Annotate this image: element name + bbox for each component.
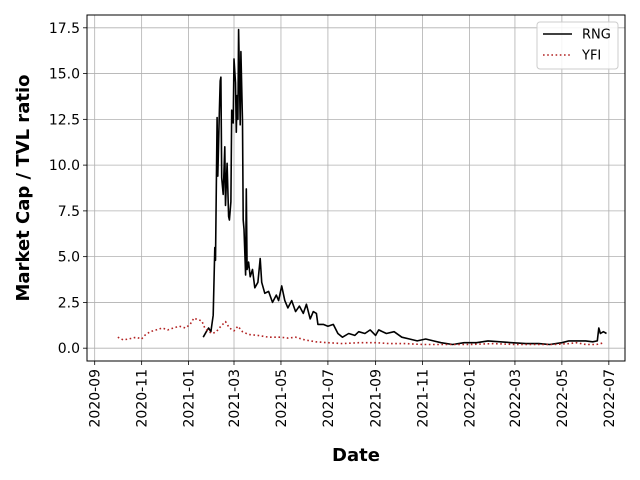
x-tick-label: 2022-05 [555, 369, 571, 428]
x-tick-label: 2021-05 [274, 369, 290, 428]
grid-lines [87, 15, 625, 361]
y-axis: 0.0 2.5 5.0 7.5 10.0 12.5 15.0 17.5 [49, 21, 87, 357]
x-tick-label: 2021-11 [416, 369, 432, 428]
legend: RNG YFI [536, 21, 619, 70]
y-tick-label: 10.0 [49, 158, 80, 174]
x-axis-title: Date [332, 445, 380, 466]
y-tick-label: 15.0 [49, 67, 80, 83]
series-line-rng [202, 28, 607, 346]
series-layer [117, 28, 607, 346]
y-tick-label: 17.5 [49, 21, 80, 37]
x-tick-label: 2020-11 [135, 369, 151, 428]
y-tick-label: 12.5 [49, 112, 80, 128]
x-tick-label: 2021-09 [369, 369, 385, 428]
y-tick-label: 7.5 [58, 204, 80, 220]
x-tick-label: 2020-09 [88, 369, 104, 428]
y-tick-label: 0.0 [58, 341, 80, 357]
x-tick-label: 2022-03 [508, 369, 524, 428]
legend-label-rng: RNG [582, 28, 611, 43]
x-tick-label: 2021-01 [182, 369, 198, 428]
x-tick-label: 2021-03 [227, 369, 243, 428]
x-tick-label: 2021-07 [321, 369, 337, 428]
legend-label-yfi: YFI [581, 49, 601, 64]
series-line-yfi [117, 317, 605, 346]
y-axis-title: Market Cap / TVL ratio [13, 75, 34, 302]
y-tick-label: 2.5 [58, 295, 80, 311]
x-tick-label: 2022-07 [602, 369, 618, 428]
x-tick-label: 2022-01 [463, 369, 479, 428]
plot-frame [86, 14, 626, 362]
y-tick-label: 5.0 [58, 250, 80, 266]
x-axis: 2020-09 2020-11 2021-01 2021-03 2021-05 2021-… [88, 361, 618, 428]
